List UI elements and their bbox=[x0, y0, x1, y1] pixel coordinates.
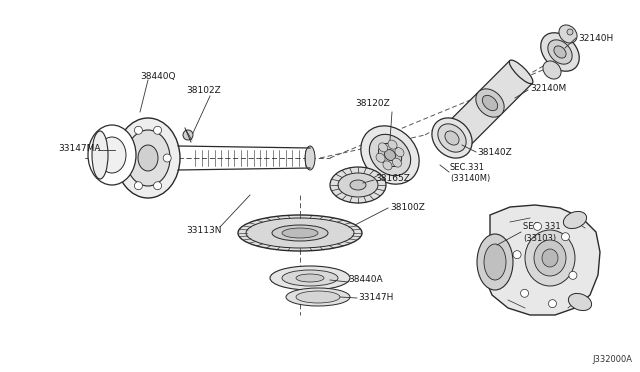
Ellipse shape bbox=[509, 60, 533, 84]
Text: SEC.331: SEC.331 bbox=[450, 163, 485, 171]
Text: 38140Z: 38140Z bbox=[477, 148, 512, 157]
Ellipse shape bbox=[378, 143, 388, 152]
Text: (33103): (33103) bbox=[523, 234, 556, 243]
Text: (33140M): (33140M) bbox=[450, 173, 490, 183]
Circle shape bbox=[154, 182, 162, 190]
Circle shape bbox=[513, 251, 521, 259]
Ellipse shape bbox=[350, 180, 366, 190]
Ellipse shape bbox=[534, 240, 566, 276]
Text: SEC. 331: SEC. 331 bbox=[523, 221, 561, 231]
Ellipse shape bbox=[542, 249, 558, 267]
Ellipse shape bbox=[138, 145, 158, 171]
Ellipse shape bbox=[305, 146, 315, 170]
Text: 38440A: 38440A bbox=[348, 276, 383, 285]
Text: 38440Q: 38440Q bbox=[140, 71, 175, 80]
Ellipse shape bbox=[563, 211, 587, 228]
Text: 38120Z: 38120Z bbox=[355, 99, 390, 108]
Ellipse shape bbox=[383, 161, 392, 170]
Ellipse shape bbox=[447, 122, 470, 146]
Circle shape bbox=[548, 299, 556, 308]
Circle shape bbox=[534, 222, 541, 230]
Circle shape bbox=[163, 154, 172, 162]
Ellipse shape bbox=[438, 124, 466, 152]
Text: 32140H: 32140H bbox=[578, 33, 613, 42]
Ellipse shape bbox=[286, 288, 350, 306]
Ellipse shape bbox=[282, 228, 318, 238]
Ellipse shape bbox=[369, 134, 411, 176]
Circle shape bbox=[561, 233, 570, 241]
Text: 33147MA: 33147MA bbox=[58, 144, 100, 153]
Ellipse shape bbox=[92, 131, 108, 179]
Circle shape bbox=[578, 299, 588, 309]
Text: 33113N: 33113N bbox=[186, 225, 221, 234]
Ellipse shape bbox=[272, 225, 328, 241]
Ellipse shape bbox=[525, 230, 575, 286]
Text: 38165Z: 38165Z bbox=[375, 173, 410, 183]
Ellipse shape bbox=[554, 46, 566, 58]
Ellipse shape bbox=[116, 118, 180, 198]
Ellipse shape bbox=[484, 244, 506, 280]
Text: 32140M: 32140M bbox=[530, 83, 566, 93]
Circle shape bbox=[567, 29, 573, 35]
Polygon shape bbox=[447, 61, 532, 145]
Ellipse shape bbox=[126, 130, 170, 186]
Ellipse shape bbox=[568, 294, 591, 311]
Ellipse shape bbox=[238, 215, 362, 251]
Ellipse shape bbox=[432, 118, 472, 158]
Ellipse shape bbox=[296, 291, 340, 303]
Circle shape bbox=[154, 126, 162, 134]
Ellipse shape bbox=[445, 131, 459, 145]
Ellipse shape bbox=[378, 143, 401, 167]
Ellipse shape bbox=[483, 95, 498, 110]
Circle shape bbox=[134, 126, 142, 134]
Text: 33147H: 33147H bbox=[358, 292, 394, 301]
Text: 38102Z: 38102Z bbox=[186, 86, 221, 94]
Ellipse shape bbox=[541, 33, 579, 71]
Circle shape bbox=[520, 289, 529, 297]
Text: J332000A: J332000A bbox=[592, 355, 632, 364]
Text: 38100Z: 38100Z bbox=[390, 202, 425, 212]
Circle shape bbox=[573, 213, 583, 223]
Ellipse shape bbox=[376, 153, 385, 162]
Ellipse shape bbox=[330, 167, 386, 203]
Ellipse shape bbox=[392, 158, 401, 167]
Ellipse shape bbox=[246, 218, 354, 248]
Circle shape bbox=[569, 271, 577, 279]
Circle shape bbox=[134, 182, 143, 190]
Ellipse shape bbox=[559, 25, 577, 43]
Ellipse shape bbox=[476, 89, 504, 117]
Ellipse shape bbox=[395, 148, 404, 157]
Polygon shape bbox=[485, 205, 600, 315]
Ellipse shape bbox=[296, 274, 324, 282]
Ellipse shape bbox=[477, 234, 513, 290]
Ellipse shape bbox=[270, 266, 350, 290]
Ellipse shape bbox=[282, 270, 338, 286]
Ellipse shape bbox=[548, 40, 572, 64]
Ellipse shape bbox=[98, 137, 126, 173]
Ellipse shape bbox=[385, 150, 396, 161]
Circle shape bbox=[125, 154, 133, 162]
Ellipse shape bbox=[388, 140, 397, 149]
Ellipse shape bbox=[361, 126, 419, 184]
Ellipse shape bbox=[338, 173, 378, 197]
Ellipse shape bbox=[543, 61, 561, 79]
Circle shape bbox=[183, 130, 193, 140]
Ellipse shape bbox=[88, 125, 136, 185]
